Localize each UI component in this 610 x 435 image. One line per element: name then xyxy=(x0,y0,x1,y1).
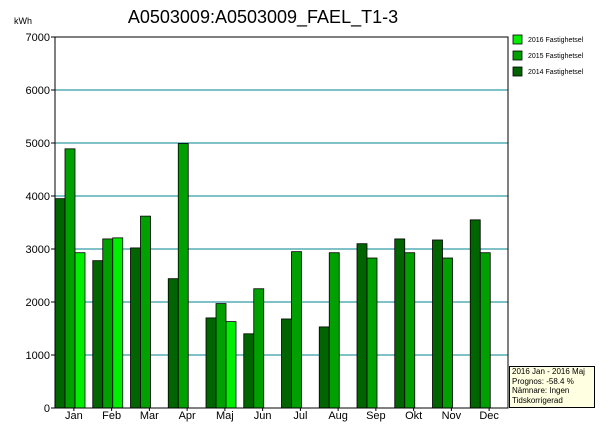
legend-swatch xyxy=(512,66,523,77)
legend: 2016 Fastighetsel 2015 Fastighetsel 2014 F… xyxy=(512,34,584,77)
x-tick-label: Sep xyxy=(366,410,386,422)
bar xyxy=(112,237,124,409)
bar xyxy=(479,252,491,409)
bar xyxy=(318,326,330,409)
x-tick-label: Okt xyxy=(405,410,422,422)
bar xyxy=(54,198,66,409)
bar xyxy=(177,143,189,409)
bar xyxy=(432,239,443,409)
y-tick-label: 2000 xyxy=(26,297,50,309)
y-tick-label: 6000 xyxy=(26,85,50,97)
bar xyxy=(215,303,227,409)
bar xyxy=(366,257,378,409)
bar xyxy=(281,318,292,409)
info-line-period: 2016 Jan - 2016 Maj xyxy=(512,367,585,376)
y-tick-label: 5000 xyxy=(26,138,50,150)
bar xyxy=(469,219,481,409)
x-axis-ticks: Jan Feb Mar Apr Maj Jun Jul Aug Sep Okt Nov Dec xyxy=(65,408,499,422)
bar xyxy=(64,148,76,409)
x-tick-label: Maj xyxy=(216,410,234,422)
bar xyxy=(442,257,453,409)
y-tick-label: 3000 xyxy=(26,244,50,256)
bar xyxy=(102,238,114,409)
legend-label: 2016 Fastighetsel xyxy=(528,37,584,44)
plot-area xyxy=(54,36,509,409)
bar xyxy=(92,260,104,409)
bar xyxy=(167,278,179,409)
y-tick-label: 0 xyxy=(44,403,50,415)
info-line-time-corrected: Tidskorrigerad xyxy=(512,395,563,405)
bar xyxy=(291,251,302,409)
chart-title: A0503009:A0503009_FAEL_T1-3 xyxy=(128,7,398,28)
bar xyxy=(356,243,368,409)
x-tick-label: Apr xyxy=(179,410,196,422)
y-tick-label: 4000 xyxy=(26,191,50,203)
x-tick-label: Aug xyxy=(328,410,348,422)
info-box: 2016 Jan - 2016 Maj Prognos: -58.4 % Näm… xyxy=(509,366,595,408)
bar xyxy=(328,252,340,409)
legend-swatch xyxy=(512,34,523,45)
x-tick-label: Nov xyxy=(442,410,462,422)
y-axis-ticks: 0 1000 2000 3000 4000 5000 6000 7000 xyxy=(26,32,55,415)
x-tick-label: Jan xyxy=(65,410,83,422)
x-tick-label: Dec xyxy=(479,410,499,422)
bar xyxy=(130,247,141,409)
bar xyxy=(394,238,406,409)
x-tick-label: Jul xyxy=(293,410,307,422)
y-tick-label: 7000 xyxy=(26,32,50,44)
bar xyxy=(205,317,217,409)
x-tick-label: Mar xyxy=(140,410,159,422)
x-tick-label: Jun xyxy=(254,410,272,422)
info-line-prognos: Prognos: -58.4 % xyxy=(512,376,574,386)
y-axis-label: kWh xyxy=(14,16,32,26)
bar xyxy=(74,252,86,409)
legend-swatch xyxy=(512,50,523,61)
bar xyxy=(404,252,416,409)
legend-label: 2015 Fastighetsel xyxy=(528,53,584,60)
y-tick-label: 1000 xyxy=(26,350,50,362)
x-tick-label: Feb xyxy=(102,410,121,422)
info-line-namnare: Nämnare: Ingen xyxy=(512,386,570,395)
bar xyxy=(140,215,151,409)
bar xyxy=(225,321,237,409)
bar xyxy=(253,288,265,409)
legend-label: 2014 Fastighetsel xyxy=(528,69,584,76)
bar xyxy=(243,333,255,409)
bars xyxy=(54,143,491,409)
